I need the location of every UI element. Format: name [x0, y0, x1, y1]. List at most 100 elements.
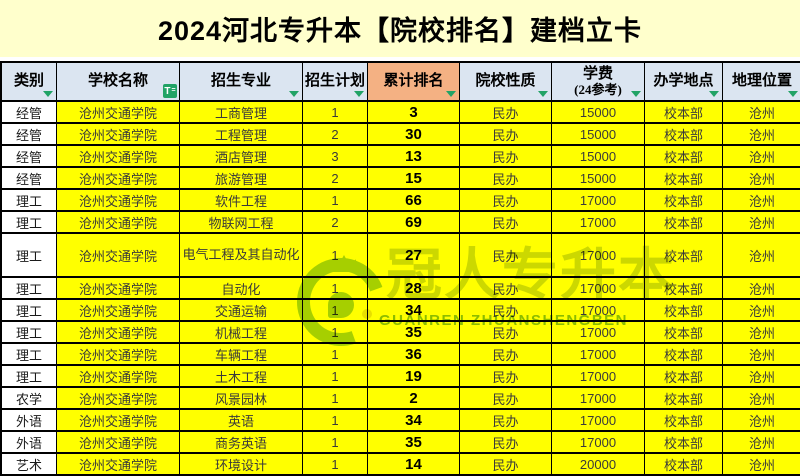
cell-category[interactable]: 理工 [0, 300, 57, 322]
cell-major[interactable]: 工程管理 [180, 124, 303, 146]
cell-location[interactable]: 沧州 [723, 454, 800, 476]
cell-major[interactable]: 交通运输 [180, 300, 303, 322]
cell-location[interactable]: 沧州 [723, 234, 800, 278]
cell-major[interactable]: 土木工程 [180, 366, 303, 388]
filter-dropdown-icon[interactable] [289, 91, 299, 97]
cell-rank[interactable]: 3 [368, 102, 460, 124]
cell-rank[interactable]: 27 [368, 234, 460, 278]
cell-campus[interactable]: 校本部 [645, 124, 723, 146]
cell-tuition[interactable]: 15000 [552, 168, 645, 190]
column-header-location[interactable]: 地理位置 [723, 61, 800, 102]
cell-plan[interactable]: 1 [303, 454, 368, 476]
cell-campus[interactable]: 校本部 [645, 344, 723, 366]
cell-major[interactable]: 旅游管理 [180, 168, 303, 190]
cell-school[interactable]: 沧州交通学院 [57, 234, 180, 278]
cell-category[interactable]: 艺术 [0, 454, 57, 476]
cell-category[interactable]: 理工 [0, 212, 57, 234]
cell-tuition[interactable]: 20000 [552, 454, 645, 476]
cell-plan[interactable]: 2 [303, 124, 368, 146]
filter-dropdown-icon[interactable] [631, 91, 641, 97]
filter-dropdown-icon[interactable] [788, 91, 798, 97]
cell-campus[interactable]: 校本部 [645, 454, 723, 476]
cell-location[interactable]: 沧州 [723, 344, 800, 366]
cell-nature[interactable]: 民办 [460, 212, 552, 234]
cell-school[interactable]: 沧州交通学院 [57, 300, 180, 322]
cell-major[interactable]: 英语 [180, 410, 303, 432]
cell-nature[interactable]: 民办 [460, 168, 552, 190]
cell-campus[interactable]: 校本部 [645, 212, 723, 234]
cell-plan[interactable]: 1 [303, 432, 368, 454]
cell-nature[interactable]: 民办 [460, 300, 552, 322]
cell-nature[interactable]: 民办 [460, 322, 552, 344]
column-header-rank[interactable]: 累计排名 [368, 61, 460, 102]
filter-dropdown-icon[interactable] [538, 91, 548, 97]
column-header-plan[interactable]: 招生计划 [303, 61, 368, 102]
cell-nature[interactable]: 民办 [460, 410, 552, 432]
cell-campus[interactable]: 校本部 [645, 388, 723, 410]
cell-plan[interactable]: 1 [303, 300, 368, 322]
cell-nature[interactable]: 民办 [460, 124, 552, 146]
cell-plan[interactable]: 1 [303, 234, 368, 278]
cell-location[interactable]: 沧州 [723, 432, 800, 454]
cell-location[interactable]: 沧州 [723, 300, 800, 322]
filter-dropdown-icon[interactable] [43, 91, 53, 97]
cell-nature[interactable]: 民办 [460, 278, 552, 300]
column-header-nature[interactable]: 院校性质 [460, 61, 552, 102]
cell-major[interactable]: 风景园林 [180, 388, 303, 410]
cell-school[interactable]: 沧州交通学院 [57, 146, 180, 168]
cell-tuition[interactable]: 17000 [552, 190, 645, 212]
cell-category[interactable]: 外语 [0, 432, 57, 454]
cell-tuition[interactable]: 17000 [552, 388, 645, 410]
cell-nature[interactable]: 民办 [460, 146, 552, 168]
cell-campus[interactable]: 校本部 [645, 190, 723, 212]
cell-rank[interactable]: 66 [368, 190, 460, 212]
cell-school[interactable]: 沧州交通学院 [57, 190, 180, 212]
cell-rank[interactable]: 28 [368, 278, 460, 300]
cell-tuition[interactable]: 17000 [552, 300, 645, 322]
cell-major[interactable]: 车辆工程 [180, 344, 303, 366]
column-header-category[interactable]: 类别 [0, 61, 57, 102]
cell-plan[interactable]: 3 [303, 146, 368, 168]
cell-plan[interactable]: 2 [303, 212, 368, 234]
cell-school[interactable]: 沧州交通学院 [57, 278, 180, 300]
cell-category[interactable]: 经管 [0, 102, 57, 124]
cell-campus[interactable]: 校本部 [645, 168, 723, 190]
filter-active-icon[interactable]: T [163, 84, 177, 98]
cell-location[interactable]: 沧州 [723, 146, 800, 168]
cell-nature[interactable]: 民办 [460, 344, 552, 366]
cell-major[interactable]: 软件工程 [180, 190, 303, 212]
cell-location[interactable]: 沧州 [723, 388, 800, 410]
cell-location[interactable]: 沧州 [723, 278, 800, 300]
cell-category[interactable]: 理工 [0, 278, 57, 300]
cell-school[interactable]: 沧州交通学院 [57, 102, 180, 124]
cell-plan[interactable]: 1 [303, 344, 368, 366]
cell-rank[interactable]: 34 [368, 410, 460, 432]
cell-category[interactable]: 农学 [0, 388, 57, 410]
cell-location[interactable]: 沧州 [723, 212, 800, 234]
cell-rank[interactable]: 15 [368, 168, 460, 190]
cell-rank[interactable]: 35 [368, 322, 460, 344]
cell-rank[interactable]: 69 [368, 212, 460, 234]
column-header-major[interactable]: 招生专业 [180, 61, 303, 102]
cell-campus[interactable]: 校本部 [645, 278, 723, 300]
cell-school[interactable]: 沧州交通学院 [57, 366, 180, 388]
cell-tuition[interactable]: 17000 [552, 432, 645, 454]
cell-plan[interactable]: 1 [303, 102, 368, 124]
cell-location[interactable]: 沧州 [723, 366, 800, 388]
cell-tuition[interactable]: 15000 [552, 124, 645, 146]
cell-location[interactable]: 沧州 [723, 168, 800, 190]
cell-category[interactable]: 经管 [0, 146, 57, 168]
cell-major[interactable]: 自动化 [180, 278, 303, 300]
cell-major[interactable]: 机械工程 [180, 322, 303, 344]
cell-tuition[interactable]: 15000 [552, 146, 645, 168]
cell-location[interactable]: 沧州 [723, 410, 800, 432]
cell-tuition[interactable]: 17000 [552, 366, 645, 388]
cell-category[interactable]: 理工 [0, 366, 57, 388]
cell-campus[interactable]: 校本部 [645, 410, 723, 432]
cell-campus[interactable]: 校本部 [645, 102, 723, 124]
cell-nature[interactable]: 民办 [460, 432, 552, 454]
cell-rank[interactable]: 30 [368, 124, 460, 146]
cell-category[interactable]: 理工 [0, 234, 57, 278]
cell-campus[interactable]: 校本部 [645, 146, 723, 168]
cell-category[interactable]: 理工 [0, 190, 57, 212]
